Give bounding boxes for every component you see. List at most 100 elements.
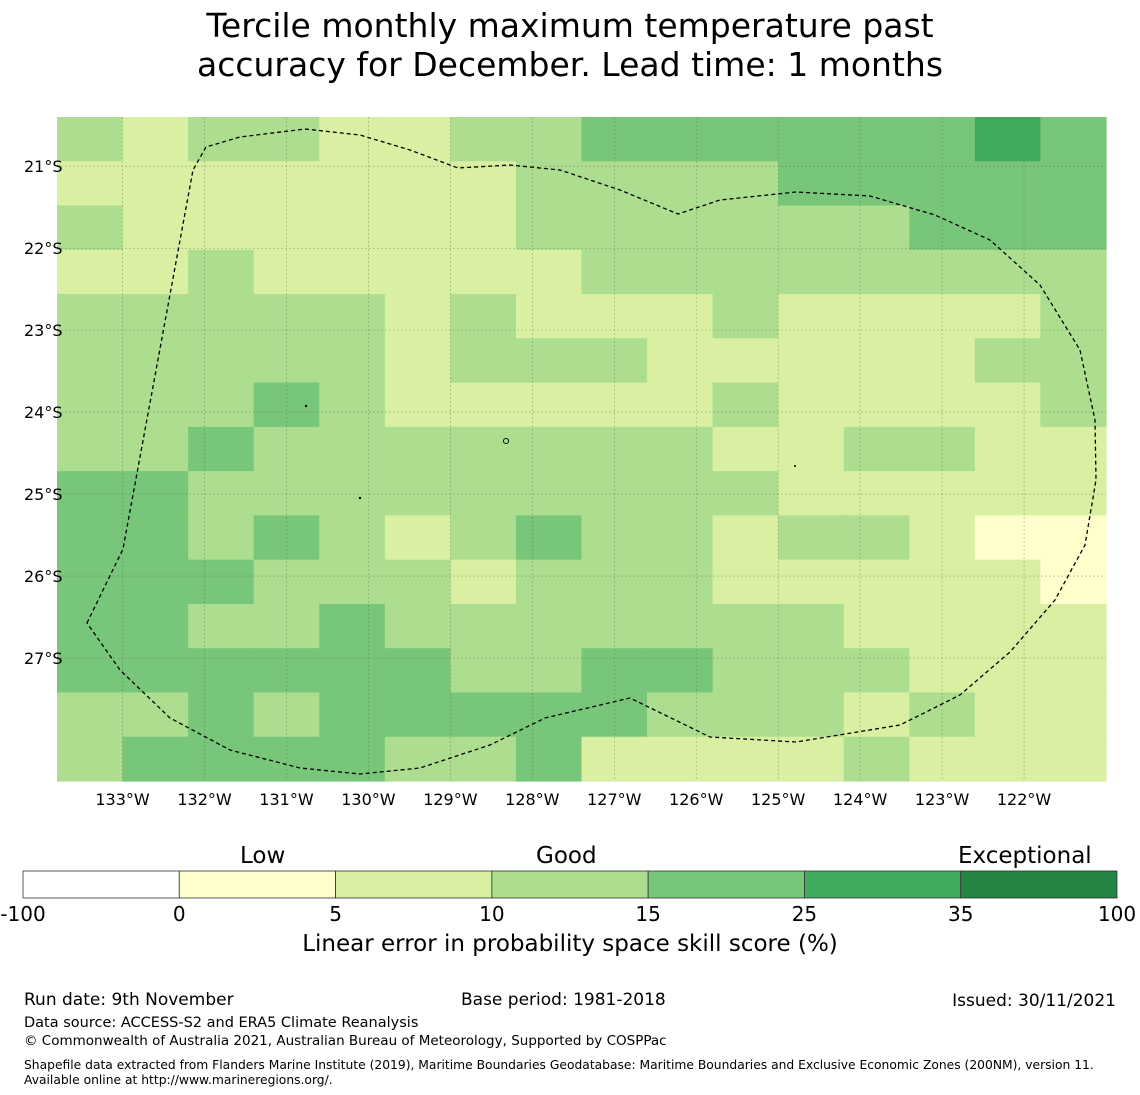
grid-cell: [1040, 117, 1107, 162]
grid-cell: [319, 205, 386, 251]
lat-label: 26°S: [24, 567, 63, 586]
grid-cell: [843, 205, 910, 251]
grid-cell: [647, 338, 714, 384]
grid-cell: [450, 294, 517, 339]
grid-cell: [122, 426, 189, 472]
grid-cell: [974, 249, 1042, 295]
grid-cell: [450, 161, 517, 207]
grid-cell: [843, 515, 910, 561]
grid-cell: [188, 205, 255, 251]
grid-cell: [1040, 648, 1107, 694]
grid-cell: [1040, 161, 1107, 207]
grid-cell: [1040, 559, 1107, 605]
grid-cell: [384, 338, 451, 384]
grid-cell: [974, 736, 1042, 782]
grid-cell: [712, 515, 779, 561]
grid-cell: [974, 426, 1042, 472]
grid-cell: [319, 515, 386, 561]
grid-cell: [778, 205, 845, 251]
grid-cell: [188, 249, 255, 295]
grid-cell: [122, 294, 189, 339]
grid-cell: [843, 692, 910, 738]
grid-cell: [188, 648, 255, 694]
grid-cell: [515, 471, 583, 516]
lon-label: 122°W: [997, 790, 1052, 809]
grid-cell: [712, 382, 779, 428]
grid-cell: [188, 294, 255, 339]
grid-cell: [319, 426, 386, 472]
grid-cell: [647, 515, 714, 561]
colorbar-segment: [22, 870, 180, 899]
grid-cell: [1040, 338, 1107, 384]
island-marker: [358, 496, 362, 500]
grid-cell: [319, 603, 386, 649]
grid-cell: [450, 249, 517, 295]
title-line-2: accuracy for December. Lead time: 1 mont…: [196, 45, 944, 84]
grid-cell: [778, 249, 845, 295]
graticule: [57, 117, 1106, 781]
grid-cell: [450, 117, 517, 162]
copyright: © Commonwealth of Australia 2021, Austra…: [24, 1033, 667, 1049]
grid-cell: [1040, 515, 1107, 561]
grid-cell: [384, 426, 451, 472]
grid-cell: [647, 294, 714, 339]
grid-cell: [647, 692, 714, 738]
grid-cell: [778, 426, 845, 472]
colorbar-tick-label: 35: [947, 902, 974, 926]
grid-cell: [450, 559, 517, 605]
grid-cell: [57, 736, 124, 782]
grid-cell: [778, 603, 845, 649]
grid-cell: [384, 515, 451, 561]
grid-cell: [384, 161, 451, 207]
grid-cell: [712, 426, 779, 472]
grid-cell: [843, 603, 910, 649]
grid-cell: [974, 205, 1042, 251]
grid-cell: [515, 515, 583, 561]
grid-cell: [712, 603, 779, 649]
lon-label: 129°W: [423, 790, 478, 809]
grid-cell: [712, 161, 779, 207]
grid-cell: [712, 736, 779, 782]
grid-cell: [515, 559, 583, 605]
grid-cell: [319, 471, 386, 516]
grid-cell: [122, 559, 189, 605]
grid-cell: [122, 471, 189, 516]
grid-cell: [974, 117, 1042, 162]
grid-cell: [319, 161, 386, 207]
grid-cell: [253, 426, 320, 472]
grid-cell: [843, 338, 910, 384]
grid-cell: [974, 692, 1042, 738]
grid-cell: [122, 161, 189, 207]
grid-cell: [384, 648, 451, 694]
grid-cell: [1040, 426, 1107, 472]
grid-cell: [188, 382, 255, 428]
grid-cell: [778, 515, 845, 561]
grid-cell: [384, 736, 451, 782]
grid-cell: [188, 426, 255, 472]
grid-cell: [778, 736, 845, 782]
grid-cell: [57, 205, 124, 251]
grid-cell: [515, 736, 583, 782]
map-figure: 21°S 22°S 23°S 24°S 25°S 26°S 27°S 133°W 132°W 13…: [24, 117, 1107, 809]
lon-label: 130°W: [341, 790, 396, 809]
grid-cell: [57, 249, 124, 295]
colorbar-header-good: Good: [536, 843, 597, 869]
grid-cell: [253, 249, 320, 295]
grid-cell: [974, 559, 1042, 605]
lon-label: 127°W: [587, 790, 642, 809]
grid-cell: [712, 648, 779, 694]
grid-cell: [253, 205, 320, 251]
grid-cell: [122, 603, 189, 649]
grid-cell: [57, 117, 124, 162]
grid-cell: [712, 205, 779, 251]
grid-cell: [1040, 603, 1107, 649]
grid-cell: [122, 736, 189, 782]
grid-cell: [581, 117, 648, 162]
grid-cell: [647, 117, 714, 162]
colorbar-tick-label: 15: [635, 902, 661, 926]
colorbar: [22, 870, 1118, 899]
colorbar-segment: [178, 870, 336, 899]
grid-cell: [843, 294, 910, 339]
eez-boundary: [86, 128, 1097, 775]
grid-cell: [57, 471, 124, 516]
